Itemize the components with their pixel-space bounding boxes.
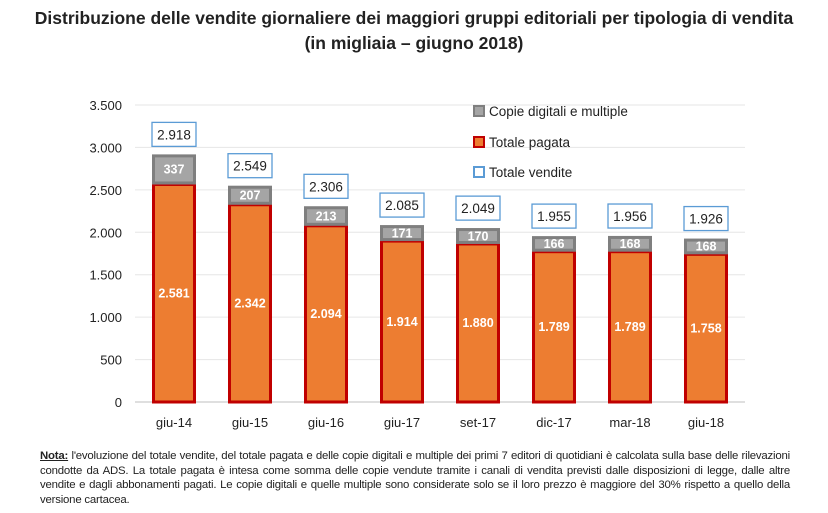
total-label-box xyxy=(227,153,273,179)
y-tick-label: 3.500 xyxy=(89,98,122,113)
footnote: Nota: l'evoluzione del totale vendite, d… xyxy=(40,449,790,507)
legend-swatch-totale-vendite xyxy=(473,166,485,178)
data-label-totale-pagata: 1.789 xyxy=(614,320,645,334)
bar-totale-pagata xyxy=(380,239,424,404)
data-label-copie-digitali: 213 xyxy=(316,209,337,223)
y-tick-label: 0 xyxy=(115,395,122,410)
x-tick-label: giu-15 xyxy=(232,415,268,430)
total-label-box xyxy=(531,203,577,229)
note-text: l'evoluzione del totale vendite, del tot… xyxy=(40,450,790,506)
data-label-totale-vendite: 2.918 xyxy=(157,127,191,142)
data-label-totale-pagata: 1.758 xyxy=(690,321,721,335)
data-label-totale-vendite: 1.926 xyxy=(689,212,723,227)
x-tick-label: giu-14 xyxy=(156,415,192,430)
title-line-1: Distribuzione delle vendite giornaliere … xyxy=(34,8,794,28)
total-label-box xyxy=(683,205,729,232)
data-label-copie-digitali: 170 xyxy=(468,229,489,243)
data-label-totale-vendite: 2.085 xyxy=(385,198,419,213)
y-tick-label: 500 xyxy=(100,353,122,368)
total-label-box xyxy=(455,195,501,221)
data-label-totale-pagata: 2.094 xyxy=(310,307,341,321)
y-tick-label: 1.500 xyxy=(89,268,122,283)
legend-swatch-copie-digitali xyxy=(473,105,485,117)
data-label-totale-vendite: 1.955 xyxy=(537,209,571,224)
x-tick-label: set-17 xyxy=(460,415,496,430)
x-tick-label: mar-18 xyxy=(609,415,650,430)
x-tick-label: giu-16 xyxy=(308,415,344,430)
bar-copie-digitali xyxy=(228,185,272,205)
stacked-bar-chart: 0 500 1.000 1.500 2.000 2.500 3.000 3.500 2.581 3… xyxy=(89,98,745,430)
bar-totale-pagata xyxy=(304,224,348,404)
x-tick-label: giu-18 xyxy=(688,415,724,430)
y-tick-label: 2.500 xyxy=(89,183,122,198)
y-tick-label: 1.000 xyxy=(89,310,122,325)
data-label-totale-vendite: 2.306 xyxy=(309,179,343,194)
x-tick-label: giu-17 xyxy=(384,415,420,430)
legend-label-copie-digitali: Copie digitali e multiple xyxy=(489,104,628,119)
data-label-copie-digitali: 168 xyxy=(620,237,641,251)
bar-totale-pagata xyxy=(608,250,652,404)
legend-label-totale-vendite: Totale vendite xyxy=(489,165,572,180)
total-label-box xyxy=(303,173,349,199)
data-label-totale-pagata: 1.789 xyxy=(538,320,569,334)
bar-totale-pagata xyxy=(152,182,196,404)
bar-copie-digitali xyxy=(608,235,652,252)
bar-copie-digitali xyxy=(532,236,576,252)
x-tick-label: dic-17 xyxy=(536,415,571,430)
data-label-totale-pagata: 1.880 xyxy=(462,316,493,330)
legend-swatch-totale-pagata xyxy=(473,136,485,148)
data-label-totale-pagata: 1.914 xyxy=(386,315,417,329)
total-label-box xyxy=(607,203,653,229)
bar-copie-digitali xyxy=(456,228,500,244)
data-label-copie-digitali: 337 xyxy=(164,163,185,177)
data-label-totale-vendite: 2.049 xyxy=(461,201,495,216)
bar-copie-digitali xyxy=(684,238,728,255)
data-label-copie-digitali: 166 xyxy=(544,237,565,251)
data-label-totale-vendite: 1.956 xyxy=(613,209,647,224)
data-label-totale-vendite: 2.549 xyxy=(233,159,267,174)
y-tick-label: 3.000 xyxy=(89,140,122,155)
y-tick-label: 2.000 xyxy=(89,225,122,240)
title-line-2: (in migliaia – giugno 2018) xyxy=(304,33,524,53)
bar-totale-pagata xyxy=(532,250,576,404)
data-label-totale-pagata: 2.581 xyxy=(158,286,189,300)
bar-copie-digitali xyxy=(380,225,424,242)
data-label-totale-pagata: 2.342 xyxy=(234,297,265,311)
data-label-copie-digitali: 171 xyxy=(392,226,413,240)
bar-copie-digitali xyxy=(304,206,348,226)
data-label-copie-digitali: 207 xyxy=(240,188,261,202)
chart-title: Distribuzione delle vendite giornaliere … xyxy=(0,6,828,56)
total-label-box xyxy=(379,192,425,218)
data-label-copie-digitali: 168 xyxy=(696,240,717,254)
total-label-box xyxy=(151,121,197,148)
note-label: Nota: xyxy=(40,450,69,462)
legend-label-totale-pagata: Totale pagata xyxy=(489,135,571,150)
bar-copie-digitali xyxy=(152,154,196,185)
bar-totale-pagata xyxy=(228,203,272,404)
